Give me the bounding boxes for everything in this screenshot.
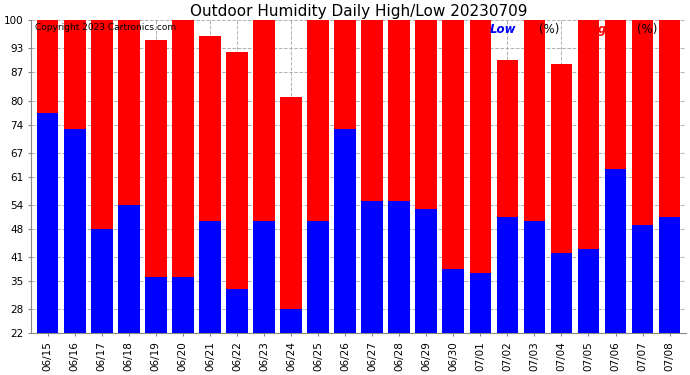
Bar — [64, 20, 86, 333]
Bar — [632, 225, 653, 333]
Bar — [226, 289, 248, 333]
Bar — [280, 97, 302, 333]
Bar — [37, 112, 59, 333]
Bar — [307, 221, 329, 333]
Bar — [307, 20, 329, 333]
Bar — [199, 221, 221, 333]
Bar — [118, 205, 139, 333]
Bar — [145, 277, 167, 333]
Bar — [551, 253, 572, 333]
Bar — [145, 40, 167, 333]
Bar — [415, 209, 437, 333]
Bar — [253, 20, 275, 333]
Bar — [415, 20, 437, 333]
Text: (%): (%) — [539, 24, 559, 36]
Bar — [118, 20, 139, 333]
Bar — [442, 269, 464, 333]
Bar — [604, 20, 627, 333]
Bar — [362, 201, 383, 333]
Bar — [659, 20, 680, 333]
Text: Copyright 2023 Cartronics.com: Copyright 2023 Cartronics.com — [34, 24, 176, 33]
Bar — [578, 20, 600, 333]
Bar — [551, 64, 572, 333]
Bar — [497, 217, 518, 333]
Bar — [604, 169, 627, 333]
Bar — [469, 273, 491, 333]
Bar — [172, 20, 194, 333]
Bar — [172, 277, 194, 333]
Bar — [64, 129, 86, 333]
Bar — [226, 53, 248, 333]
Bar — [469, 20, 491, 333]
Bar — [524, 20, 545, 333]
Bar — [442, 20, 464, 333]
Bar — [253, 221, 275, 333]
Bar — [37, 20, 59, 333]
Bar — [659, 217, 680, 333]
Bar — [362, 20, 383, 333]
Bar — [388, 20, 410, 333]
Bar — [388, 201, 410, 333]
Text: (%): (%) — [637, 24, 657, 36]
Bar — [497, 60, 518, 333]
Text: High: High — [584, 24, 615, 36]
Bar — [578, 249, 600, 333]
Text: Low: Low — [489, 24, 516, 36]
Bar — [334, 20, 356, 333]
Bar — [91, 229, 112, 333]
Bar — [91, 20, 112, 333]
Bar — [280, 309, 302, 333]
Bar — [524, 221, 545, 333]
Title: Outdoor Humidity Daily High/Low 20230709: Outdoor Humidity Daily High/Low 20230709 — [190, 4, 527, 19]
Bar — [632, 20, 653, 333]
Bar — [199, 36, 221, 333]
Bar — [334, 129, 356, 333]
